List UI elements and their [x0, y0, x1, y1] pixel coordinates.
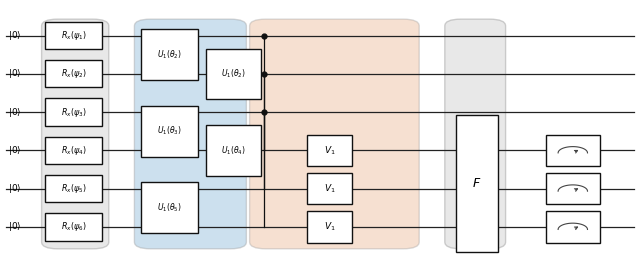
- Bar: [206, 49, 261, 99]
- Text: $V_1$: $V_1$: [324, 144, 335, 157]
- Bar: [45, 98, 102, 126]
- Bar: [45, 175, 102, 202]
- Text: $|0\rangle$: $|0\rangle$: [8, 144, 22, 157]
- Text: $R_x(\psi_2)$: $R_x(\psi_2)$: [61, 67, 86, 80]
- Text: $F$: $F$: [472, 177, 481, 190]
- Text: $R_x(\psi_1)$: $R_x(\psi_1)$: [61, 29, 86, 42]
- Bar: [456, 115, 498, 252]
- Bar: [545, 173, 600, 204]
- Bar: [45, 137, 102, 164]
- Text: $V_1$: $V_1$: [324, 221, 335, 233]
- Bar: [45, 213, 102, 241]
- Text: $R_x(\psi_6)$: $R_x(\psi_6)$: [61, 221, 86, 233]
- Text: $U_1(\theta_2)$: $U_1(\theta_2)$: [157, 48, 182, 61]
- Text: $U_1(\theta_5)$: $U_1(\theta_5)$: [157, 201, 182, 214]
- Bar: [545, 135, 600, 166]
- Bar: [141, 106, 198, 157]
- Text: $R_x(\psi_3)$: $R_x(\psi_3)$: [61, 106, 86, 118]
- Text: $U_1(\theta_4)$: $U_1(\theta_4)$: [221, 144, 246, 157]
- Text: $|0\rangle$: $|0\rangle$: [8, 221, 22, 233]
- Text: $|0\rangle$: $|0\rangle$: [8, 29, 22, 42]
- FancyBboxPatch shape: [445, 19, 506, 249]
- Text: $R_x(\psi_5)$: $R_x(\psi_5)$: [61, 182, 86, 195]
- Text: $U_1(\theta_2)$: $U_1(\theta_2)$: [221, 68, 246, 80]
- Bar: [45, 60, 102, 87]
- Bar: [141, 29, 198, 80]
- Text: $U_1(\theta_3)$: $U_1(\theta_3)$: [157, 125, 182, 137]
- Text: $R_x(\psi_4)$: $R_x(\psi_4)$: [61, 144, 86, 157]
- Bar: [141, 182, 198, 233]
- Bar: [45, 22, 102, 49]
- Text: $|0\rangle$: $|0\rangle$: [8, 67, 22, 80]
- FancyBboxPatch shape: [42, 19, 109, 249]
- FancyBboxPatch shape: [134, 19, 246, 249]
- Bar: [307, 135, 352, 166]
- Bar: [307, 211, 352, 243]
- Bar: [307, 173, 352, 204]
- Text: $|0\rangle$: $|0\rangle$: [8, 182, 22, 195]
- Text: $|0\rangle$: $|0\rangle$: [8, 106, 22, 118]
- Bar: [206, 125, 261, 176]
- FancyBboxPatch shape: [250, 19, 419, 249]
- Bar: [545, 211, 600, 243]
- Text: $V_1$: $V_1$: [324, 182, 335, 195]
